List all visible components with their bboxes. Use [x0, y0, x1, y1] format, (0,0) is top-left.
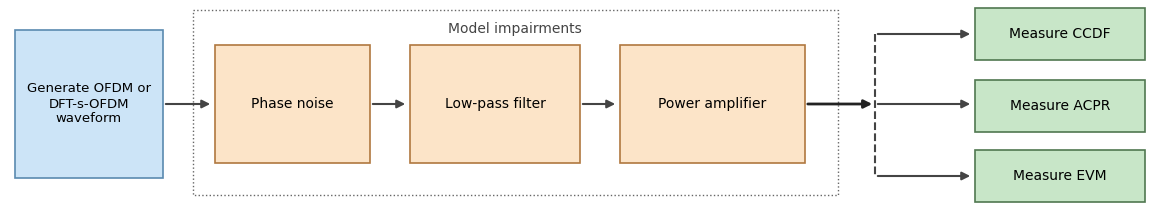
Bar	[410, 45, 580, 163]
Text: Power amplifier: Power amplifier	[659, 97, 766, 111]
Text: Generate OFDM or
DFT-s-OFDM
waveform: Generate OFDM or DFT-s-OFDM waveform	[27, 83, 151, 126]
Bar	[975, 80, 1145, 132]
Text: Phase noise: Phase noise	[252, 97, 333, 111]
Bar	[193, 10, 838, 195]
Text: Measure ACPR: Measure ACPR	[1010, 99, 1110, 113]
Text: Low-pass filter: Low-pass filter	[445, 97, 545, 111]
Bar	[15, 30, 163, 178]
Bar	[975, 150, 1145, 202]
Bar	[620, 45, 805, 163]
Text: Measure EVM: Measure EVM	[1013, 169, 1107, 183]
Text: Model impairments: Model impairments	[448, 22, 581, 36]
Text: Measure CCDF: Measure CCDF	[1010, 27, 1110, 41]
Bar	[975, 8, 1145, 60]
Bar	[215, 45, 370, 163]
